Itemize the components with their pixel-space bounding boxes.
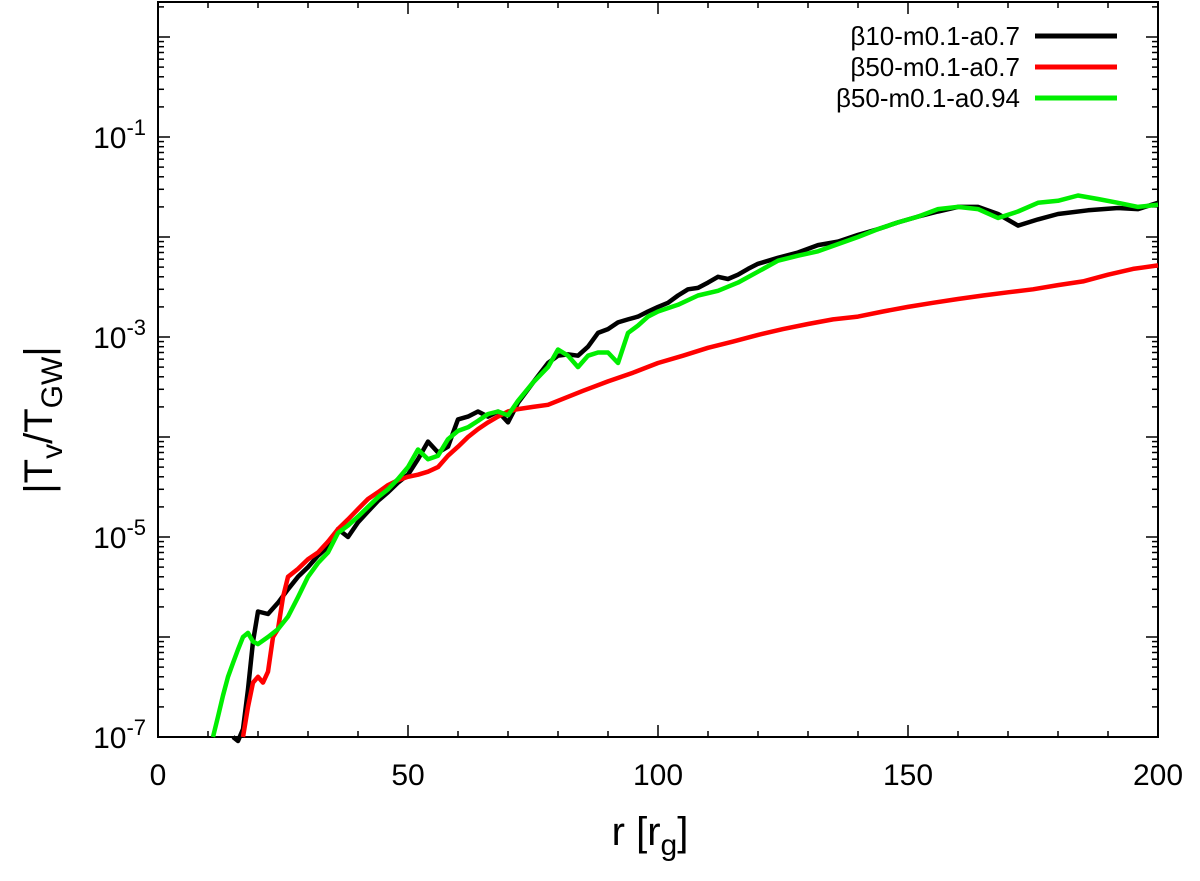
legend-label-3: β50-m0.1-a0.94: [836, 83, 1020, 113]
x-tick-label: 0: [150, 759, 167, 792]
y-tick-label: 10-1: [93, 115, 146, 155]
y-tick-label: 10-5: [93, 515, 146, 555]
x-tick-label: 150: [883, 759, 933, 792]
x-tick-label: 100: [633, 759, 683, 792]
x-tick-label: 200: [1133, 759, 1183, 792]
y-axis-label: |Tv/TGW|: [17, 346, 69, 493]
legend-label-2: β50-m0.1-a0.7: [850, 52, 1020, 82]
legend-label-1: β10-m0.1-a0.7: [850, 21, 1020, 51]
tick-labels: 0 50 100 150 200 10-1 10-3 10-5 10-7: [93, 115, 1183, 792]
y-tick-label: 10-7: [93, 715, 146, 755]
x-axis-label: r [rg]: [612, 810, 689, 862]
axis-ticks: [157, 2, 1159, 738]
x-axis-label-sub: g: [661, 829, 678, 862]
series-group: [210, 193, 1159, 744]
y-tick-label: 10-3: [93, 315, 146, 355]
series-line-3: [210, 193, 1159, 738]
series-line-1: [231, 200, 1159, 744]
series-line-2: [240, 263, 1159, 738]
x-tick-label: 50: [391, 759, 424, 792]
